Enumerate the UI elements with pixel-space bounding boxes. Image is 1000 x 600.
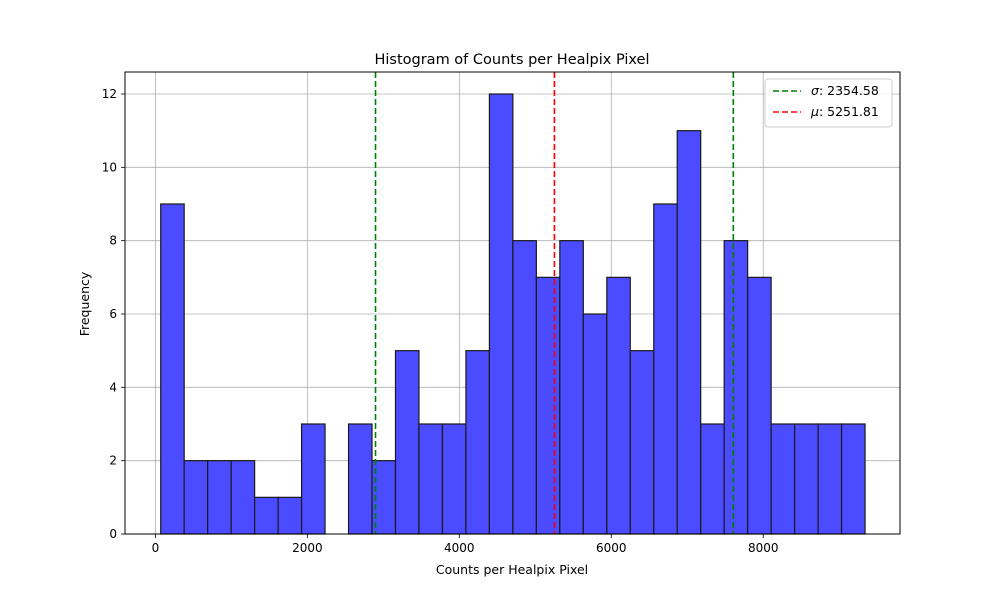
histogram-bar xyxy=(277,496,303,535)
histogram-bar xyxy=(183,460,209,535)
y-axis-label: Frequency xyxy=(77,271,92,336)
histogram-bar xyxy=(676,130,702,535)
histogram-bar xyxy=(747,276,772,535)
histogram-bar xyxy=(629,350,655,535)
y-tick-label: 6 xyxy=(109,307,117,321)
y-tick-label: 8 xyxy=(109,234,117,248)
y-tick-label: 10 xyxy=(102,160,117,174)
histogram-bar xyxy=(582,313,608,535)
histogram-bar xyxy=(230,460,256,535)
histogram-bar xyxy=(441,423,467,535)
axis-ticks: 0 2000 4000 6000 8000 0 2 4 6 8 10 12 xyxy=(102,87,779,555)
histogram-bar xyxy=(418,423,444,535)
histogram-bar xyxy=(559,240,584,535)
histogram-bar xyxy=(465,350,491,535)
histogram-bar xyxy=(488,93,514,535)
histogram-bar xyxy=(700,423,725,535)
reference-lines xyxy=(374,72,735,534)
histogram-bar xyxy=(770,423,796,535)
histogram-bar xyxy=(723,240,749,535)
x-tick-label: 4000 xyxy=(444,541,475,555)
x-tick-label: 0 xyxy=(152,541,160,555)
x-axis-label: Counts per Healpix Pixel xyxy=(436,562,588,577)
legend-sigma-entry: σ: 2354.58 xyxy=(811,83,879,98)
histogram-bar xyxy=(254,496,279,535)
x-tick-label: 6000 xyxy=(596,541,627,555)
x-tick-label: 8000 xyxy=(748,541,779,555)
x-tick-label: 2000 xyxy=(292,541,323,555)
legend: σ: 2354.58 μ: 5251.81 xyxy=(764,78,893,128)
y-tick-label: 2 xyxy=(109,454,117,468)
y-tick-label: 4 xyxy=(109,380,117,394)
histogram-bar xyxy=(394,350,420,535)
histogram-bar xyxy=(160,203,185,535)
histogram-bar xyxy=(300,423,326,535)
y-tick-label: 0 xyxy=(109,527,117,541)
histogram-bar xyxy=(817,423,843,535)
legend-mu-entry: μ: 5251.81 xyxy=(810,104,879,119)
histogram-bar xyxy=(207,460,232,535)
histogram-bar xyxy=(535,276,561,535)
chart-title: Histogram of Counts per Healpix Pixel xyxy=(374,52,649,68)
y-tick-label: 12 xyxy=(102,87,117,101)
histogram-bar xyxy=(794,423,819,535)
histogram-bar xyxy=(347,423,373,535)
plot-area-frame xyxy=(124,71,901,535)
histogram-bar xyxy=(512,240,537,535)
histogram-bar xyxy=(606,276,631,535)
histogram-bars xyxy=(160,93,866,535)
histogram-bar xyxy=(840,423,866,535)
histogram-bar xyxy=(653,203,678,535)
